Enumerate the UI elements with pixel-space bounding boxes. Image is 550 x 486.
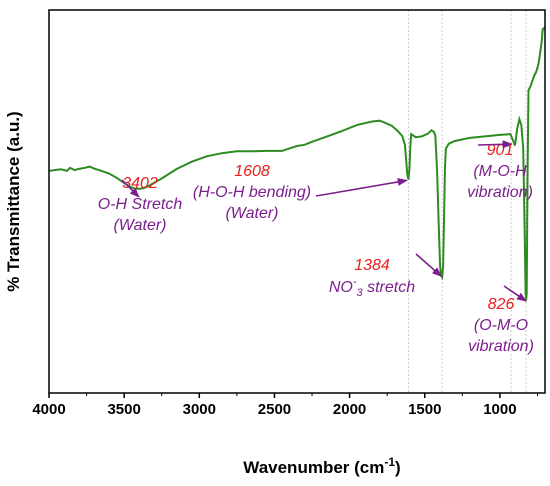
annotation-label: NO-3 stretch [329, 276, 415, 299]
annotation-arrow [415, 253, 443, 277]
annotation-label: (O-M-O [474, 317, 528, 334]
annotation-label: vibration) [468, 338, 534, 355]
annotation-number: 3402 [122, 175, 158, 192]
x-axis-ticks: 4000 3500 3000 2500 2000 1500 1000 [32, 393, 538, 418]
annotation-number: 1384 [354, 257, 390, 274]
annotation-arrow [121, 179, 140, 198]
x-tick-label: 2500 [258, 401, 291, 418]
x-tick-label: 1000 [483, 401, 516, 418]
annotation-label: vibration) [467, 184, 533, 201]
x-axis-title-close: ) [395, 458, 401, 477]
x-axis-title-main: Wavenumber (cm [243, 458, 384, 477]
annotation-arrow [477, 140, 513, 149]
annotation-label: (Water) [225, 205, 278, 222]
annotation-1384: 1384 NO-3 stretch [329, 253, 443, 299]
x-tick-label: 1500 [408, 401, 441, 418]
x-axis-title: Wavenumber (cm-1) [243, 455, 400, 477]
annotation-label: O-H Stretch [98, 196, 183, 213]
annotation-arrow [503, 285, 527, 302]
x-tick-label: 3000 [183, 401, 216, 418]
x-tick-label: 3500 [107, 401, 140, 418]
annotation-826: 826 (O-M-O vibration) [468, 285, 534, 355]
annotation-arrow [315, 178, 408, 197]
annotation-number: 1608 [234, 163, 270, 180]
x-tick-label: 4000 [32, 401, 65, 418]
annotation-label: (M-O-H [473, 163, 527, 180]
transmittance-series-line [48, 26, 546, 301]
peak-marker-lines [408, 10, 527, 393]
annotation-3402: 3402 O-H Stretch (Water) [98, 175, 183, 234]
annotation-label: (Water) [113, 217, 166, 234]
x-axis-title-exponent: -1 [384, 455, 395, 469]
y-axis-title: % Transmittance (a.u.) [4, 111, 23, 291]
annotation-1608: 1608 (H-O-H bending) (Water) [193, 163, 408, 222]
annotation-number: 826 [488, 296, 515, 313]
x-tick-label: 2000 [333, 401, 366, 418]
annotation-label: (H-O-H bending) [193, 184, 311, 201]
peak-annotations: 3402 O-H Stretch (Water) 1608 (H-O-H bending… [98, 140, 534, 355]
plot-frame [48, 9, 546, 394]
